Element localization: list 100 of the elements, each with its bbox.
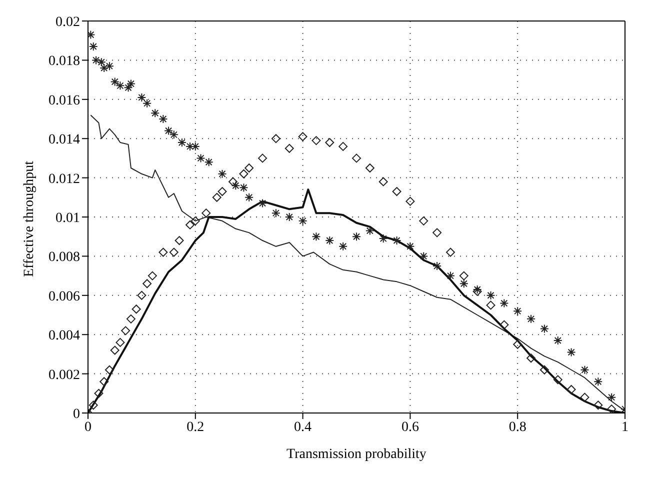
point xyxy=(298,132,308,142)
point xyxy=(228,177,238,186)
point xyxy=(169,248,178,257)
point xyxy=(116,81,125,90)
point xyxy=(158,248,168,257)
point xyxy=(378,234,388,244)
point xyxy=(169,130,178,140)
point xyxy=(553,375,562,384)
point xyxy=(196,154,206,163)
y-axis-title: Effective throughput xyxy=(22,160,37,277)
x-tick-label: 0.2 xyxy=(186,420,204,435)
point xyxy=(174,236,184,246)
point xyxy=(177,138,186,148)
point xyxy=(96,58,106,67)
point xyxy=(148,271,157,280)
point xyxy=(104,365,114,374)
x-tick-label: 0.4 xyxy=(294,420,312,435)
point xyxy=(392,236,402,246)
point xyxy=(218,187,227,196)
point xyxy=(352,232,361,242)
x-tick-label: 0 xyxy=(84,420,92,435)
point xyxy=(142,98,152,108)
point xyxy=(513,306,522,316)
point xyxy=(271,208,280,218)
point xyxy=(132,304,141,314)
point xyxy=(459,279,468,288)
point xyxy=(258,154,268,163)
y-tick-label: 0.008 xyxy=(48,250,80,266)
point xyxy=(231,181,240,190)
point xyxy=(352,154,361,163)
point xyxy=(258,198,268,208)
point xyxy=(244,164,254,172)
y-tick-label: 0.018 xyxy=(48,54,80,70)
point xyxy=(284,212,294,222)
y-tick-label: 0.006 xyxy=(48,289,80,304)
point xyxy=(419,216,428,226)
point xyxy=(137,290,146,300)
point xyxy=(553,336,562,345)
point xyxy=(526,354,536,363)
point xyxy=(126,79,136,88)
point xyxy=(158,114,168,124)
point xyxy=(88,42,98,51)
point xyxy=(239,183,248,192)
point xyxy=(566,384,576,394)
point xyxy=(446,271,455,280)
point xyxy=(406,196,415,206)
point xyxy=(94,388,104,398)
point xyxy=(325,236,334,246)
point xyxy=(137,92,146,102)
point xyxy=(446,248,455,257)
y-tick-label: 0.016 xyxy=(48,93,80,108)
point xyxy=(92,56,101,65)
y-tick-label: 0.02 xyxy=(56,14,80,30)
point xyxy=(212,192,222,202)
point xyxy=(526,314,536,324)
point xyxy=(607,404,616,413)
line-series xyxy=(90,114,625,412)
point xyxy=(88,400,98,410)
point xyxy=(406,242,415,251)
x-tick-label: 0.8 xyxy=(508,420,526,435)
point xyxy=(459,271,468,280)
point xyxy=(110,77,120,86)
point xyxy=(378,177,388,186)
point xyxy=(486,290,496,300)
point xyxy=(338,242,348,251)
point xyxy=(110,346,120,355)
x-tick-label: 0.6 xyxy=(401,420,419,435)
point xyxy=(244,192,254,202)
x-tick-label: 1 xyxy=(622,420,628,435)
point xyxy=(312,136,321,146)
point xyxy=(540,324,549,334)
point xyxy=(540,365,549,374)
point xyxy=(419,252,428,261)
point xyxy=(338,142,348,151)
point xyxy=(126,314,136,324)
point xyxy=(392,187,402,196)
point xyxy=(312,232,321,242)
point xyxy=(239,169,248,178)
point xyxy=(271,134,280,144)
y-tick-label: 0.012 xyxy=(48,172,80,187)
point xyxy=(190,216,200,226)
point xyxy=(594,377,603,386)
x-axis-title: Transmission probability xyxy=(286,447,426,462)
point xyxy=(121,326,130,336)
point xyxy=(204,158,214,167)
point xyxy=(124,83,133,92)
point xyxy=(365,164,374,172)
y-tick-label: 0.014 xyxy=(48,132,80,148)
y-tick-label: 0.004 xyxy=(48,328,80,344)
point xyxy=(100,377,109,386)
point xyxy=(284,144,294,153)
point xyxy=(150,108,160,118)
point xyxy=(594,400,603,410)
point xyxy=(142,279,152,288)
point xyxy=(164,126,174,136)
point xyxy=(566,348,576,357)
point xyxy=(298,216,308,226)
point xyxy=(580,365,590,374)
point xyxy=(607,392,616,402)
point xyxy=(500,320,509,330)
